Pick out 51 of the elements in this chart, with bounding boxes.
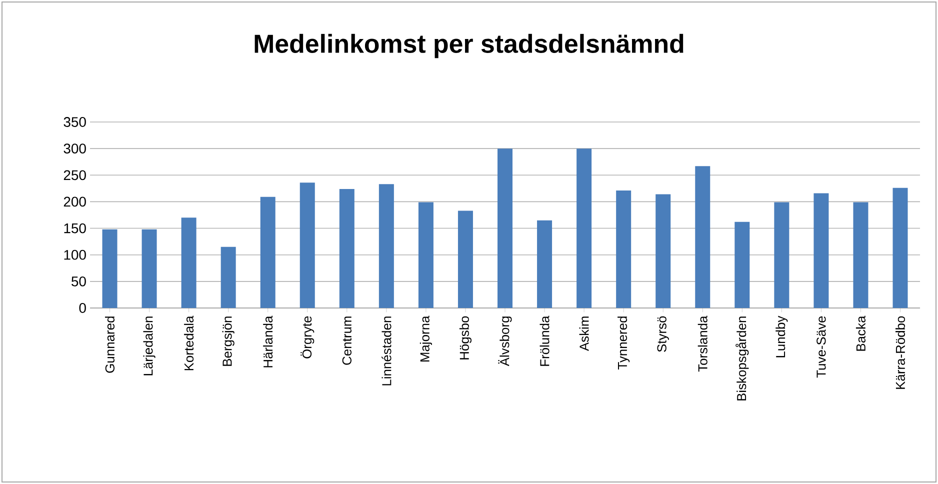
bar: [498, 148, 513, 308]
bar: [102, 229, 118, 308]
y-tick-label: 100: [64, 250, 86, 260]
x-tick-label: Biskopsgården: [736, 316, 749, 400]
bar: [378, 184, 394, 308]
x-tick-label: Älvsborg: [498, 316, 512, 366]
bar: [656, 194, 671, 308]
y-tick-label: 0: [79, 303, 86, 313]
bar: [142, 229, 157, 308]
bar: [695, 166, 710, 308]
x-tick-label: Kärra-Rödbo: [895, 316, 905, 389]
x-tick-label: Frölunda: [540, 316, 550, 366]
bar: [418, 202, 434, 308]
bar: [576, 148, 592, 308]
x-tick-label: Tuve-Säve: [816, 316, 826, 378]
bar: [616, 190, 632, 308]
x-tick-label: Gunnared: [105, 316, 115, 373]
x-tick-label: Majorna: [420, 316, 432, 362]
bar: [220, 246, 236, 308]
x-tick-label: Backa: [856, 316, 866, 351]
x-tick-label: Centrum: [342, 316, 352, 365]
y-tick-label: 350: [64, 117, 86, 127]
x-tick-label: Lundby: [776, 316, 788, 358]
bar: [814, 193, 829, 308]
bar: [774, 202, 790, 308]
y-tick-label: 250: [64, 170, 86, 180]
y-tick-label: 150: [64, 223, 86, 234]
bar: [537, 220, 552, 308]
bar: [260, 196, 276, 308]
y-tick-label: 300: [64, 144, 86, 154]
y-tick-label: 50: [72, 276, 86, 286]
x-tick-label: Askim: [579, 316, 589, 351]
bar: [458, 210, 473, 308]
x-tick-label: Örgryte: [300, 316, 314, 358]
x-tick-label: Linnéstaden: [382, 316, 392, 386]
y-tick-label: 200: [64, 196, 86, 207]
chart-title: Medelinkomst per stadsdelsnämnd: [254, 34, 684, 58]
x-tick-label: Härlanda: [263, 316, 273, 368]
x-tick-label: Tynnered: [618, 316, 630, 370]
bar: [300, 182, 315, 308]
x-tick-label: Bergsjön: [222, 316, 234, 366]
x-tick-label: Högsbo: [459, 316, 472, 360]
bar: [181, 218, 196, 308]
x-tick-label: Styrsö: [657, 316, 669, 352]
bar: [853, 202, 868, 308]
x-tick-label: Kortedala: [184, 316, 194, 370]
bar: [892, 188, 908, 308]
x-tick-label: Lärjedalen: [143, 316, 156, 376]
bar: [339, 188, 354, 308]
x-tick-label: Torslanda: [698, 316, 708, 372]
bar: [734, 222, 750, 308]
